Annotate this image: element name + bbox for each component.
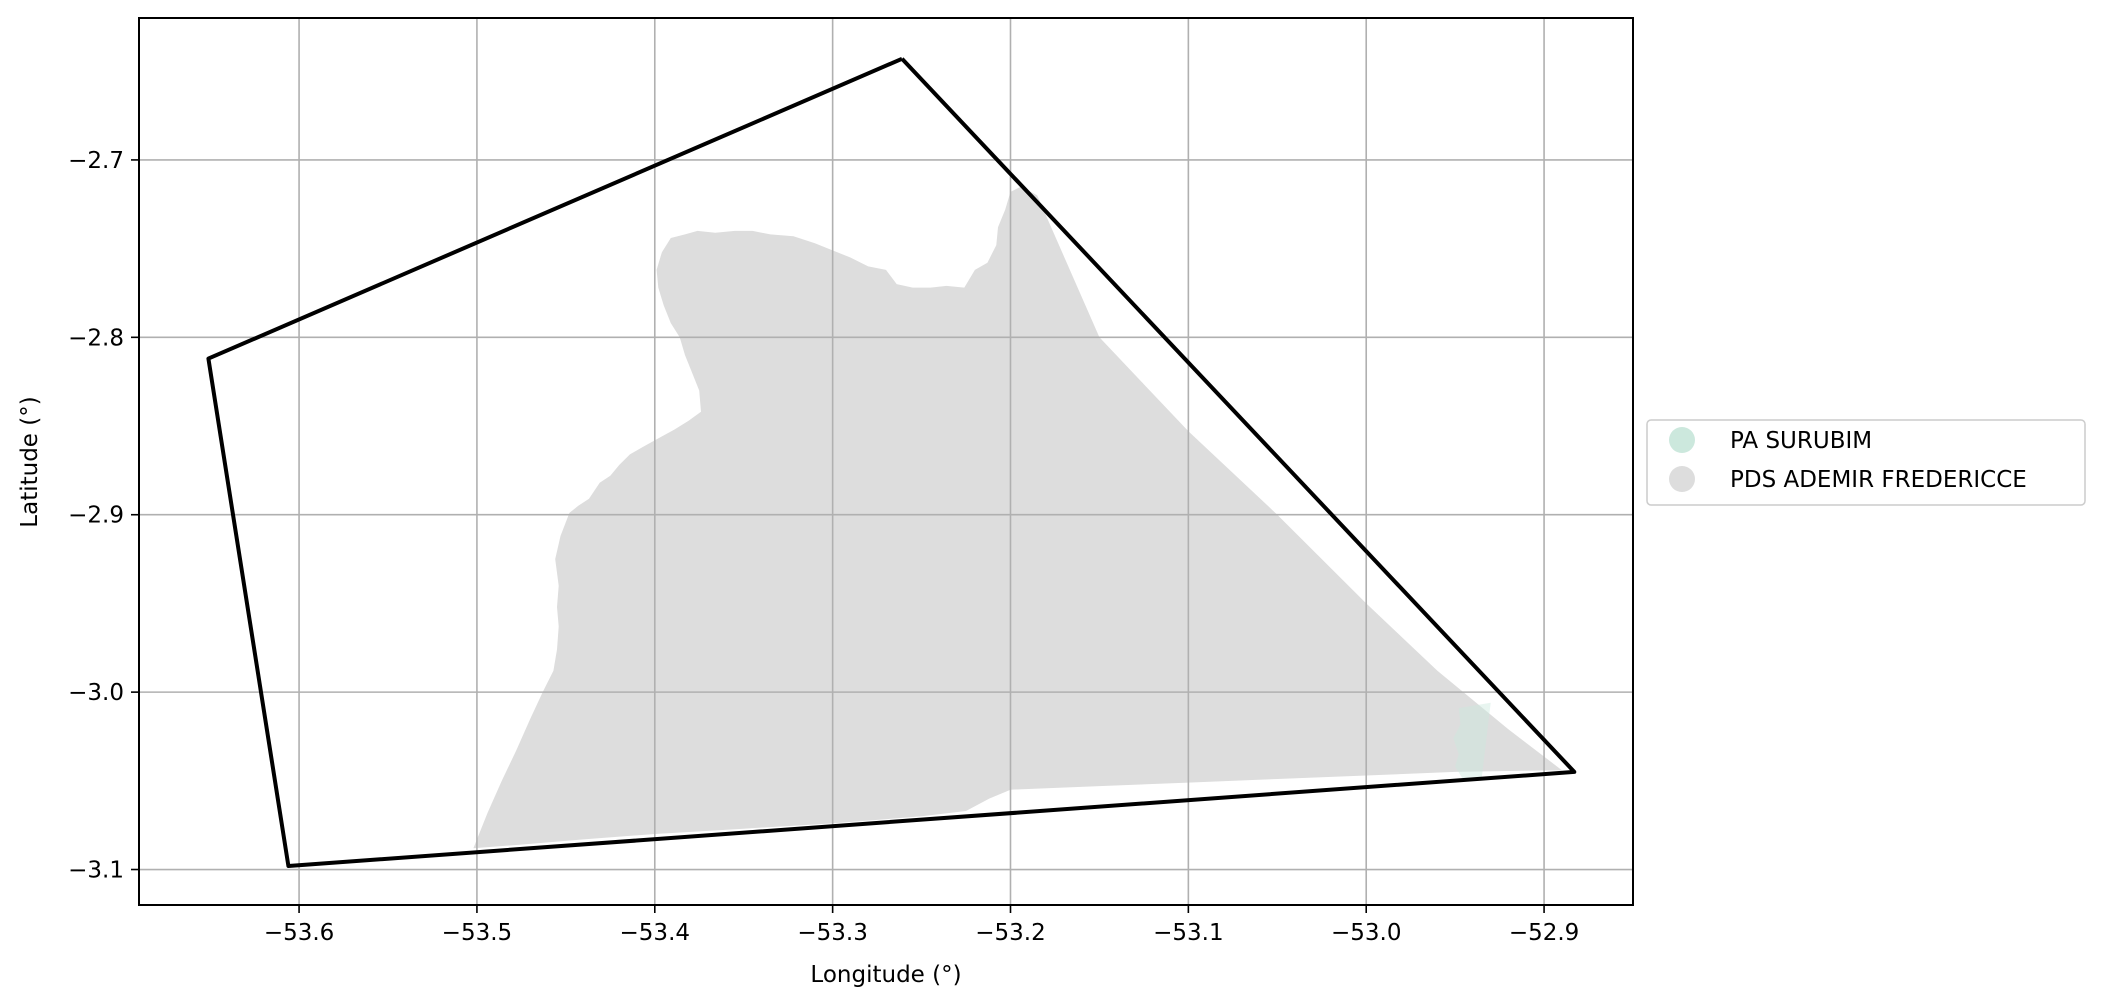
x-tick-label: −52.9 [1509,920,1579,946]
x-tick-label: −53.4 [620,920,690,946]
y-tick-label: −3.0 [68,680,124,706]
x-tick-label: −53.1 [1153,920,1223,946]
legend-label-pa-surubim: PA SURUBIM [1730,428,1872,454]
legend-marker-pds-ademir-fredericce [1669,466,1695,492]
legend-label-pds-ademir-fredericce: PDS ADEMIR FREDERICCE [1730,467,2027,493]
area-pa-surubim [1453,702,1491,781]
map-fill-layers [473,186,1562,849]
x-tick-label: −53.5 [442,920,512,946]
y-tick-label: −3.1 [68,858,124,884]
x-axis-label: Longitude (°) [810,962,961,988]
x-tick-label: −53.6 [264,920,334,946]
y-tick-label: −2.7 [68,148,124,174]
x-tick-label: −53.3 [797,920,867,946]
y-tick-label: −2.9 [68,503,124,529]
y-tick-label: −2.8 [68,325,124,351]
y-axis-label: Latitude (°) [17,396,43,527]
area-pds-ademir-fredericce [473,186,1562,849]
x-tick-label: −53.0 [1331,920,1401,946]
legend-marker-pa-surubim [1669,427,1695,453]
plot-frame [138,17,1634,906]
map-line-layers [206,56,1577,868]
x-axis: −53.6 −53.5 −53.4 −53.3 −53.2 −53.1 −53.0 −52.9 [264,905,1579,946]
plot-area [138,17,1634,906]
legend: PA SURUBIM PDS ADEMIR FREDERICCE [1646,419,2086,506]
legend-frame [1646,419,2086,506]
boundary-line [206,56,1577,868]
y-axis: −2.7 −2.8 −2.9 −3.0 −3.1 [68,148,139,884]
x-tick-label: −53.2 [975,920,1045,946]
grid-lines [139,18,1633,905]
